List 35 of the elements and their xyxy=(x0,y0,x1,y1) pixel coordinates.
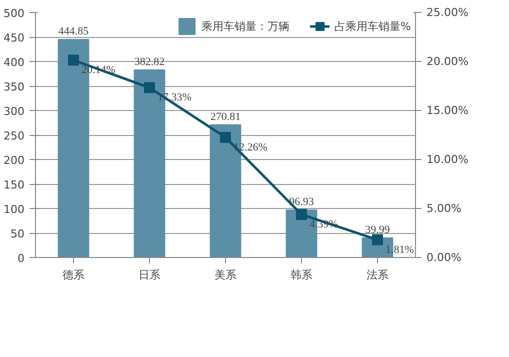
y-tick-label: 450 xyxy=(4,32,25,44)
y-tick-label: 350 xyxy=(4,80,25,94)
y2-tick-label: 25.00% xyxy=(426,6,468,19)
x-tick-label: 美系 xyxy=(214,268,236,282)
x-tick-label: 日系 xyxy=(138,268,160,282)
legend-label: 乘用车销量：万辆 xyxy=(202,18,290,34)
data-label: 39.99 xyxy=(365,224,390,236)
x-tick-label: 德系 xyxy=(62,268,84,282)
data-label: 96.93 xyxy=(289,196,314,208)
data-label: 382.82 xyxy=(134,56,165,68)
y-tick-label: 500 xyxy=(4,7,25,20)
y-tick-label: 300 xyxy=(4,105,25,118)
x-tick-label: 法系 xyxy=(366,268,388,282)
y-tick-label: 150 xyxy=(4,178,25,192)
y-tick-label: 100 xyxy=(4,203,25,216)
legend-label: 占乘用车销量% xyxy=(334,18,411,34)
data-label: 270.81 xyxy=(210,110,241,123)
y2-tick-label: 15.00% xyxy=(426,104,468,117)
data-label: 4.39% xyxy=(310,218,338,230)
point xyxy=(68,54,79,66)
y-tick-label: 50 xyxy=(10,228,25,240)
y-tick-label: 400 xyxy=(4,56,25,69)
y-tick-label: 0 xyxy=(18,252,24,265)
y-tick-label: 250 xyxy=(4,130,25,142)
y-tick-label: 200 xyxy=(4,154,25,167)
y2-tick-label: 20.00% xyxy=(426,55,468,68)
y2-tick-label: 0.00% xyxy=(426,251,462,264)
point xyxy=(144,82,155,94)
y2-tick-label: 10.00% xyxy=(426,153,468,166)
point xyxy=(372,234,383,246)
data-label: 444.85 xyxy=(58,26,90,38)
x-tick-label: 韩系 xyxy=(290,268,312,282)
point xyxy=(296,208,307,220)
point xyxy=(220,132,231,143)
y2-tick-label: 5.00% xyxy=(426,202,462,215)
